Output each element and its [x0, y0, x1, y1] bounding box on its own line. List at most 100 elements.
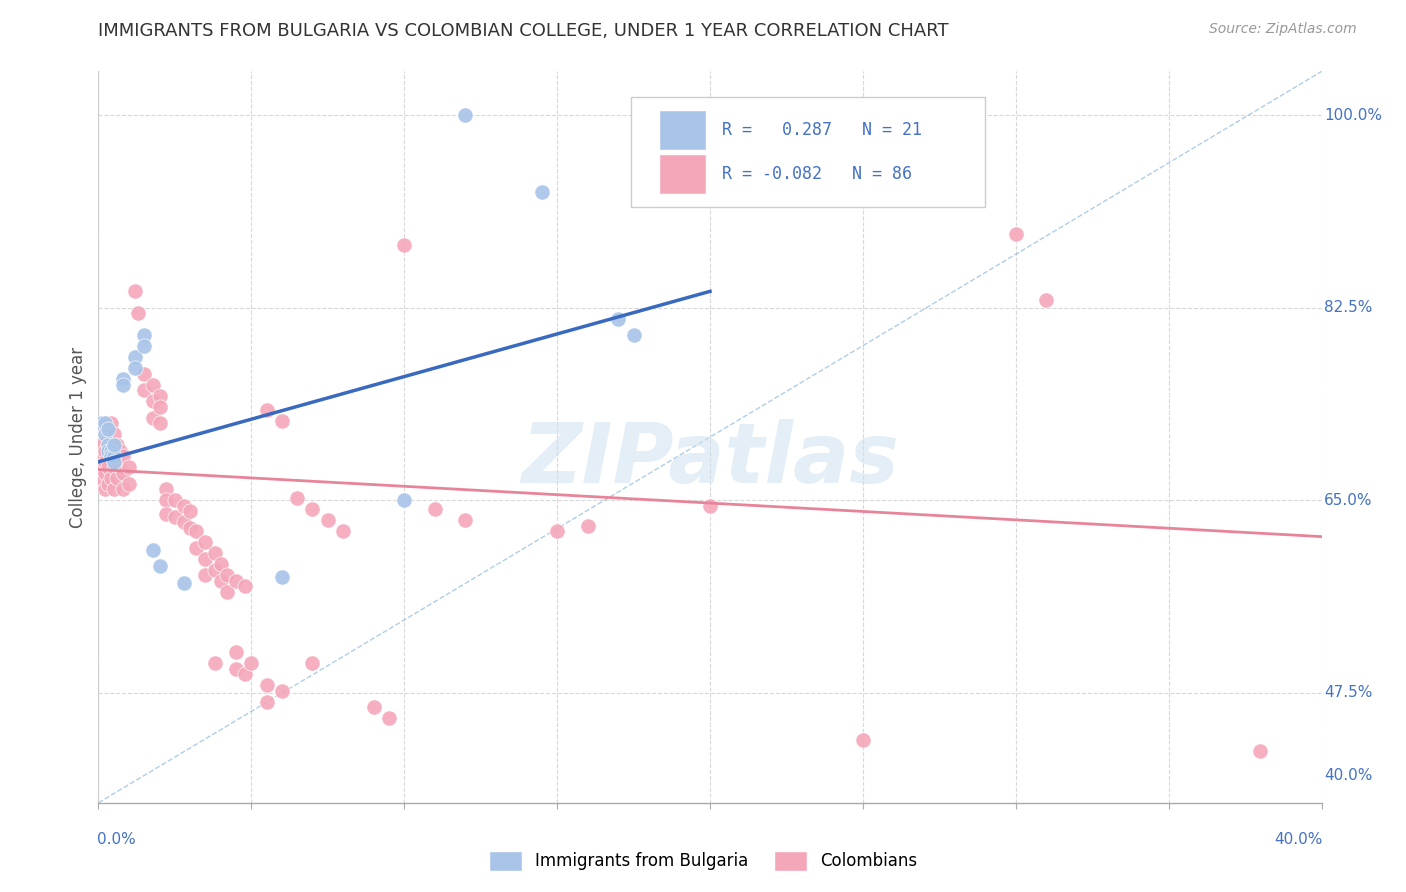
- Text: IMMIGRANTS FROM BULGARIA VS COLOMBIAN COLLEGE, UNDER 1 YEAR CORRELATION CHART: IMMIGRANTS FROM BULGARIA VS COLOMBIAN CO…: [98, 22, 949, 40]
- Point: [155, 493, 177, 508]
- Point: [105, 471, 128, 485]
- Point: [93, 443, 115, 458]
- Point: [97, 438, 120, 452]
- Point: [103, 438, 125, 452]
- Point: [163, 493, 186, 508]
- Point: [93, 427, 115, 442]
- Point: [256, 678, 278, 692]
- Point: [215, 584, 238, 599]
- Text: 40.0%: 40.0%: [1324, 768, 1372, 783]
- Point: [204, 546, 226, 560]
- Point: [852, 733, 875, 747]
- Point: [256, 403, 278, 417]
- Point: [90, 438, 112, 452]
- Point: [1004, 227, 1026, 241]
- Point: [194, 568, 217, 582]
- Point: [454, 513, 477, 527]
- Point: [423, 502, 446, 516]
- Point: [623, 328, 645, 343]
- Point: [155, 483, 177, 497]
- Point: [90, 471, 112, 485]
- Point: [225, 662, 247, 676]
- Point: [100, 443, 122, 458]
- Point: [134, 328, 156, 343]
- Point: [100, 417, 122, 431]
- Point: [530, 186, 553, 200]
- Point: [607, 311, 630, 326]
- Point: [155, 507, 177, 521]
- FancyBboxPatch shape: [658, 110, 706, 150]
- Point: [134, 367, 156, 381]
- Point: [108, 443, 131, 458]
- Point: [111, 372, 134, 386]
- Point: [392, 493, 416, 508]
- Point: [209, 574, 232, 588]
- Point: [108, 460, 131, 475]
- Point: [97, 476, 120, 491]
- Point: [301, 502, 323, 516]
- Point: [240, 656, 263, 670]
- Point: [186, 524, 208, 538]
- Point: [149, 559, 172, 574]
- Point: [270, 414, 292, 428]
- Point: [93, 417, 115, 431]
- Point: [194, 551, 217, 566]
- Text: ZIPatlas: ZIPatlas: [522, 418, 898, 500]
- Point: [103, 443, 125, 458]
- Point: [301, 656, 323, 670]
- Point: [392, 238, 416, 252]
- Point: [118, 476, 141, 491]
- Point: [103, 460, 125, 475]
- Point: [111, 450, 134, 464]
- Point: [204, 656, 226, 670]
- Point: [186, 541, 208, 555]
- Point: [142, 394, 165, 409]
- Point: [142, 410, 165, 425]
- Point: [699, 499, 721, 513]
- Point: [285, 491, 308, 505]
- Text: 0.0%: 0.0%: [97, 832, 136, 847]
- Point: [225, 574, 247, 588]
- FancyBboxPatch shape: [658, 154, 706, 194]
- Point: [93, 483, 115, 497]
- Point: [111, 466, 134, 480]
- Point: [97, 460, 120, 475]
- Point: [149, 400, 172, 414]
- Point: [105, 455, 128, 469]
- Point: [97, 443, 120, 458]
- Point: [142, 377, 165, 392]
- Text: 47.5%: 47.5%: [1324, 685, 1372, 700]
- Point: [103, 455, 125, 469]
- Point: [103, 450, 125, 464]
- Text: 40.0%: 40.0%: [1274, 832, 1323, 847]
- Point: [90, 450, 112, 464]
- Point: [124, 285, 146, 299]
- Y-axis label: College, Under 1 year: College, Under 1 year: [69, 346, 87, 528]
- Text: Source: ZipAtlas.com: Source: ZipAtlas.com: [1209, 22, 1357, 37]
- Point: [209, 557, 232, 571]
- Point: [270, 683, 292, 698]
- Point: [378, 711, 401, 725]
- Point: [100, 471, 122, 485]
- Point: [1035, 293, 1057, 307]
- Point: [546, 524, 568, 538]
- Point: [134, 384, 156, 398]
- Point: [233, 579, 256, 593]
- Point: [1249, 744, 1271, 758]
- Point: [225, 645, 247, 659]
- FancyBboxPatch shape: [630, 97, 986, 207]
- Point: [90, 417, 112, 431]
- Point: [100, 450, 122, 464]
- Point: [100, 450, 122, 464]
- Text: R =   0.287   N = 21: R = 0.287 N = 21: [723, 121, 922, 139]
- Point: [111, 483, 134, 497]
- Point: [103, 483, 125, 497]
- Point: [149, 417, 172, 431]
- Point: [233, 667, 256, 681]
- Point: [256, 695, 278, 709]
- Point: [105, 438, 128, 452]
- Point: [215, 568, 238, 582]
- Point: [179, 504, 201, 518]
- Point: [97, 438, 120, 452]
- Text: 82.5%: 82.5%: [1324, 301, 1372, 316]
